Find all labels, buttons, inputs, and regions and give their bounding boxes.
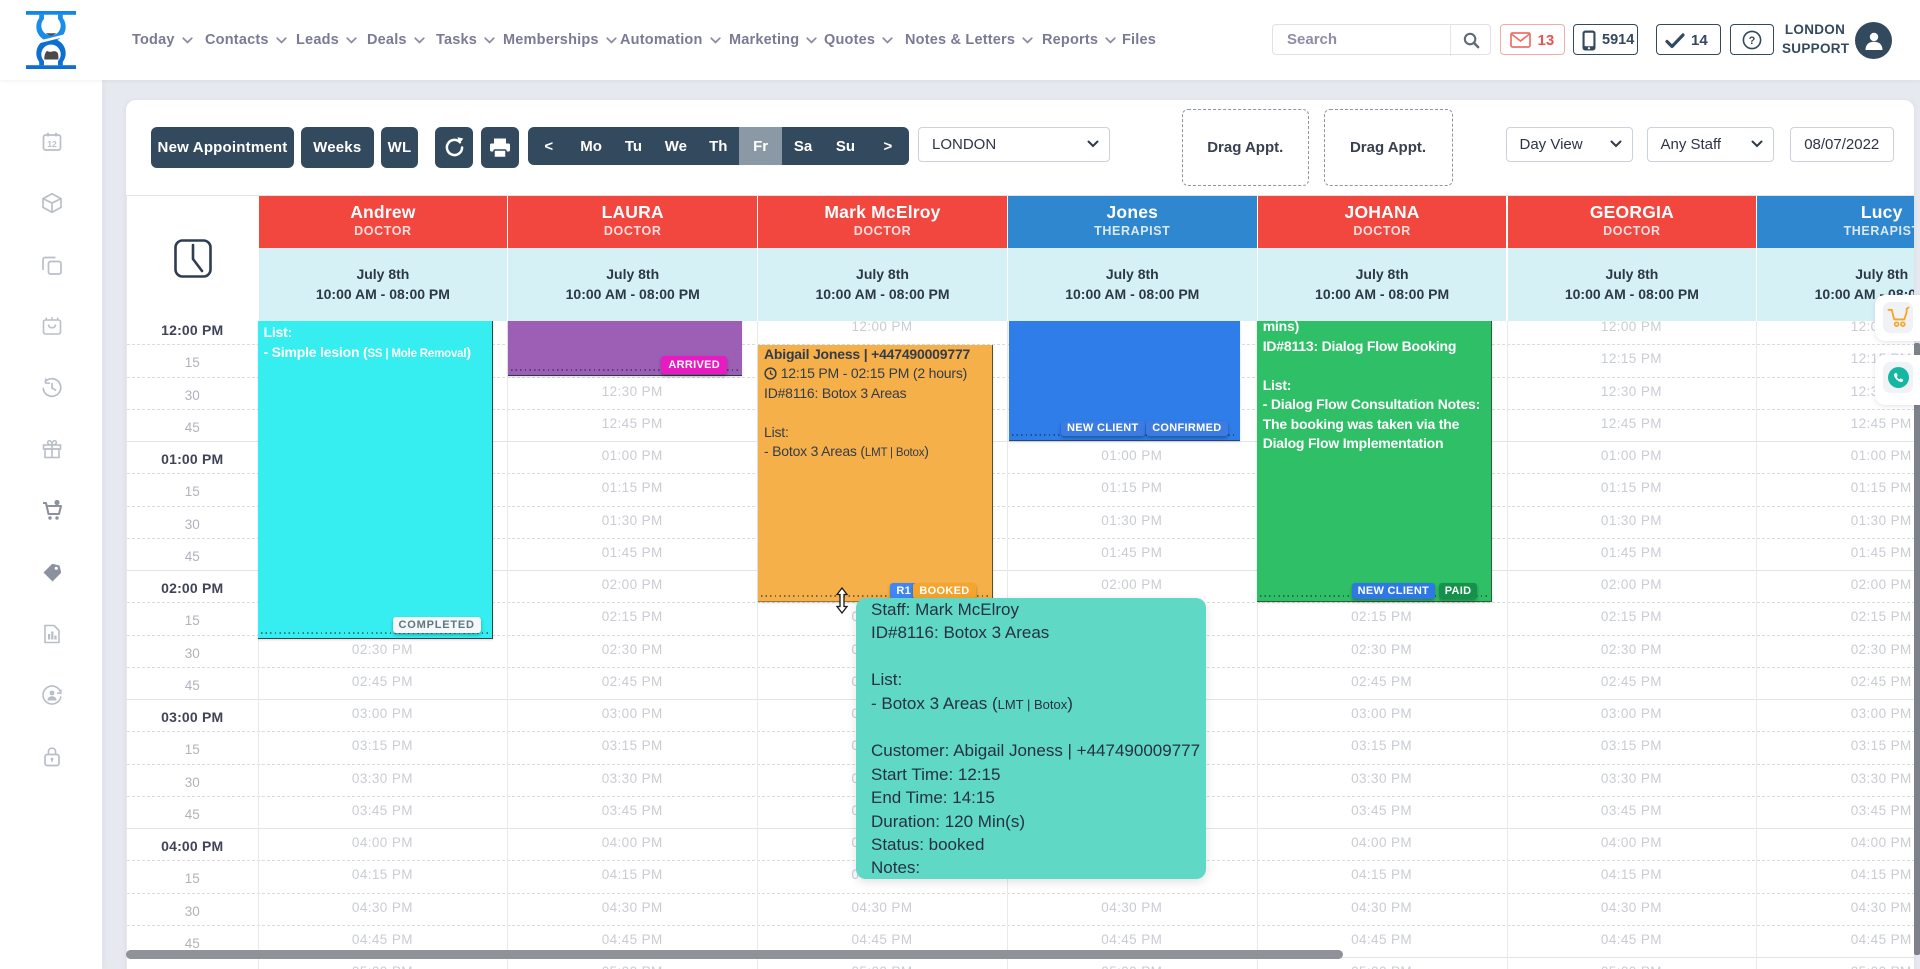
svg-text:?: ? [1749,35,1756,47]
svg-text:12: 12 [47,139,57,149]
